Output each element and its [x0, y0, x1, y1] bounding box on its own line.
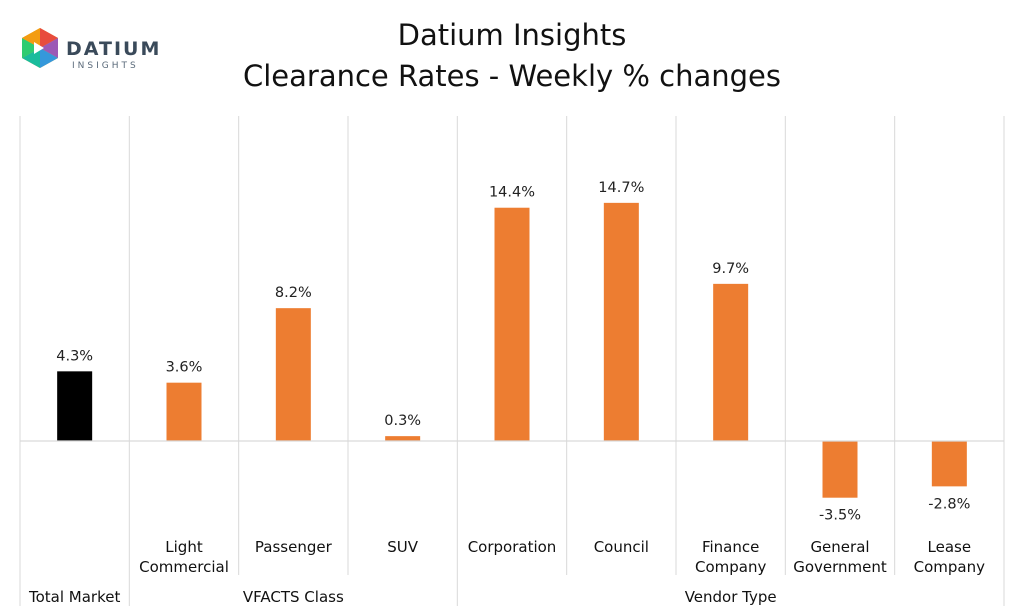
logo-hexagon-icon [22, 28, 58, 68]
bar [166, 382, 202, 441]
chart-title-line-1: Datium Insights [398, 18, 627, 52]
bar [57, 371, 93, 441]
category-label: Council [594, 538, 649, 556]
category-label: Corporation [468, 538, 557, 556]
category-labels: Light Commercial Passenger SUV Corporation Co… [139, 538, 985, 576]
category-label: Lease [928, 538, 972, 556]
category-label: Light [165, 538, 203, 556]
group-label: VFACTS Class [243, 588, 344, 606]
bar [385, 436, 421, 441]
datium-logo: DATIUM INSIGHTS [22, 28, 161, 71]
category-label: Commercial [139, 558, 229, 576]
data-label: 3.6% [166, 360, 203, 376]
bar [713, 283, 749, 441]
group-label: Total Market [28, 588, 120, 606]
data-labels: 4.3% 3.6% 8.2% 0.3% 14.4% 14.7% 9.7% -3.5% -2.8% [56, 180, 970, 524]
category-label: SUV [387, 538, 419, 556]
category-label: Government [793, 558, 887, 576]
category-label: Finance [702, 538, 759, 556]
logo-brand: DATIUM [66, 38, 161, 60]
category-label: Passenger [255, 538, 333, 556]
category-label: Company [914, 558, 985, 576]
data-label: -3.5% [819, 508, 861, 524]
bar [931, 441, 967, 487]
data-label: 8.2% [275, 285, 312, 301]
data-label: 14.4% [489, 185, 535, 201]
data-label: 14.7% [598, 180, 644, 196]
group-label: Vendor Type [685, 588, 777, 606]
chart-title-line-2: Clearance Rates - Weekly % changes [243, 59, 781, 93]
data-label: 4.3% [56, 348, 93, 364]
logo-sub: INSIGHTS [72, 61, 139, 71]
category-separators [19, 116, 1005, 606]
data-label: -2.8% [928, 496, 970, 512]
category-label: General [810, 538, 869, 556]
bar [822, 441, 858, 498]
category-label: Company [695, 558, 766, 576]
bar [603, 202, 639, 441]
group-labels: Total Market VFACTS Class Vendor Type [28, 588, 777, 606]
data-label: 9.7% [712, 261, 749, 277]
data-label: 0.3% [384, 413, 421, 429]
bars [57, 202, 967, 498]
bar [494, 207, 530, 441]
bar [275, 308, 311, 441]
